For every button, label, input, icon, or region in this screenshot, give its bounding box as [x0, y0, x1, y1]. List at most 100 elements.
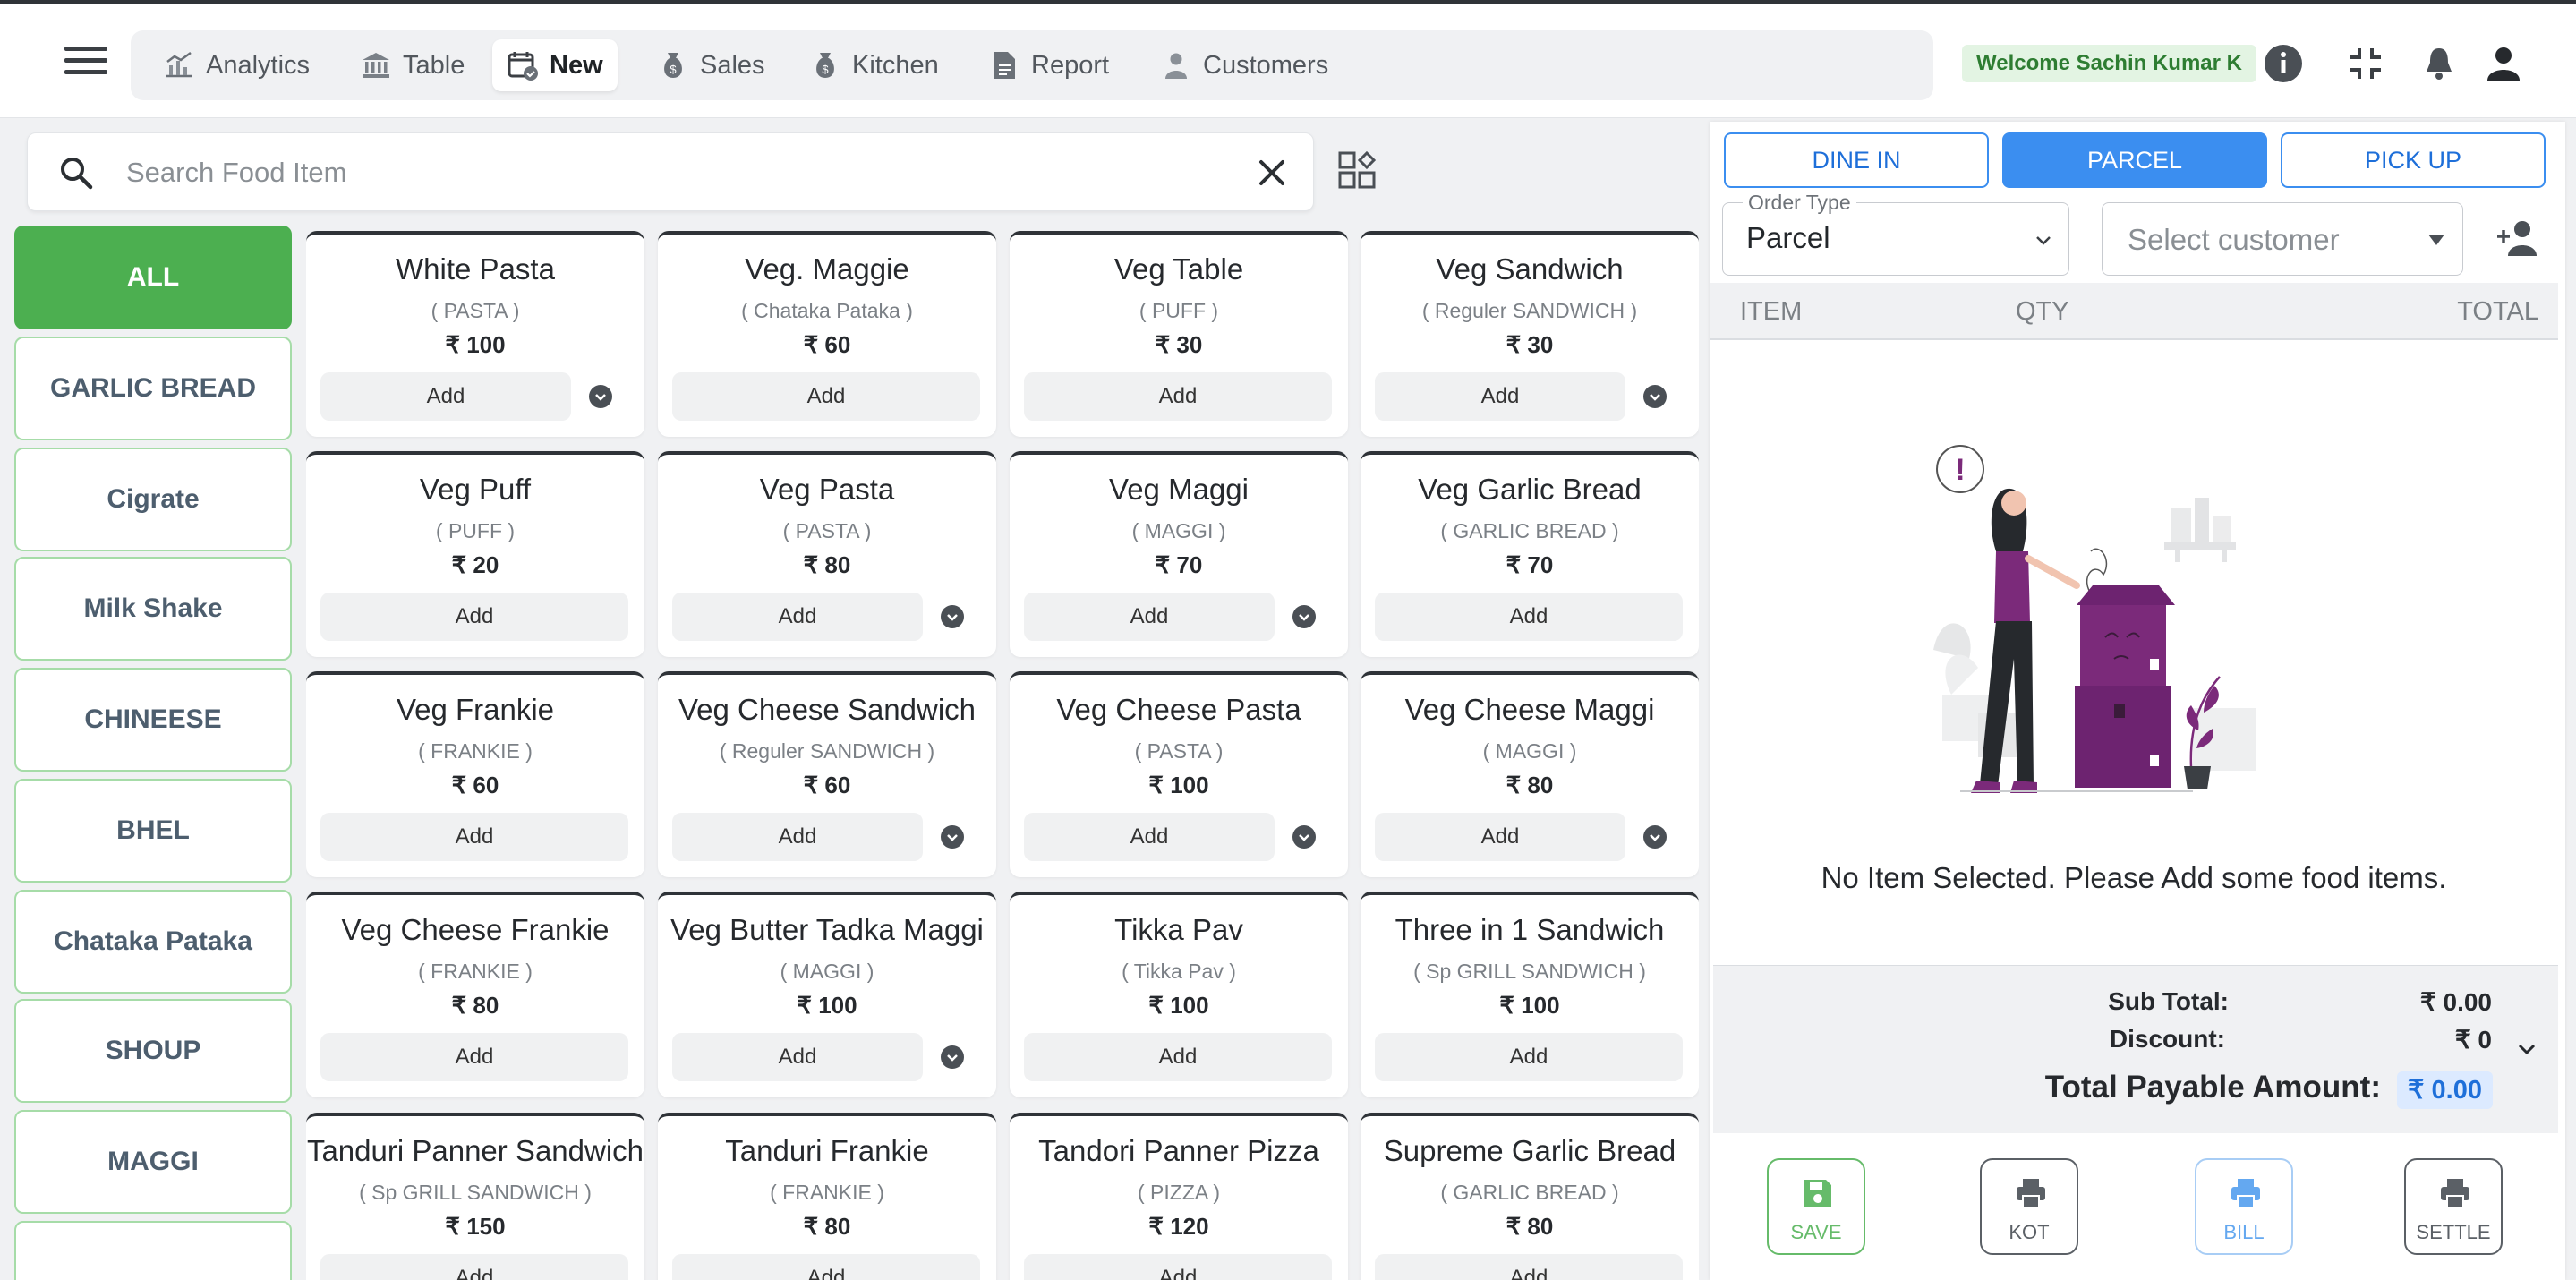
total-payable-value: ₹ 0.00	[2397, 1071, 2493, 1109]
bell-icon[interactable]	[2418, 43, 2460, 84]
add-item-button[interactable]: Add	[320, 813, 628, 861]
variant-dropdown-icon[interactable]	[589, 385, 612, 408]
category-item[interactable]: Chataka Pataka	[14, 890, 292, 994]
food-item-category: ( Tikka Pav )	[1122, 960, 1236, 983]
order-type-pick-up[interactable]: PICK UP	[2281, 132, 2546, 188]
nav-sales[interactable]: $ Sales	[643, 39, 780, 91]
column-item: ITEM	[1740, 297, 1803, 326]
add-item-button[interactable]: Add	[320, 1254, 628, 1280]
category-item[interactable]: BHEL	[14, 779, 292, 883]
order-type-parcel[interactable]: PARCEL	[2002, 132, 2267, 188]
add-item-button[interactable]: Add	[320, 1033, 628, 1081]
add-item-button[interactable]: Add	[1375, 593, 1683, 641]
category-item[interactable]: GARLIC BREAD	[14, 337, 292, 440]
order-type-select[interactable]: Order Type Parcel	[1722, 191, 2069, 276]
close-icon[interactable]	[1254, 155, 1290, 191]
settle-button[interactable]: SETTLE	[2404, 1158, 2503, 1255]
food-item-card: Veg Cheese Sandwich ( Reguler SANDWICH ) ₹…	[658, 671, 996, 877]
food-item-category: ( MAGGI )	[1482, 739, 1577, 763]
exit-fullscreen-icon[interactable]	[2345, 43, 2386, 84]
food-item-name: Tikka Pav	[1114, 913, 1243, 946]
account-icon[interactable]	[2483, 43, 2524, 84]
food-item-category: ( Sp GRILL SANDWICH )	[1413, 960, 1646, 983]
add-item-button[interactable]: Add	[672, 813, 923, 861]
calendar-check-icon	[508, 52, 538, 81]
hamburger-menu-icon[interactable]	[64, 47, 107, 79]
nav-label: Kitchen	[852, 50, 939, 80]
food-item-card: Tikka Pav ( Tikka Pav ) ₹ 100 Add	[1010, 892, 1348, 1097]
column-qty: QTY	[2016, 297, 2069, 326]
bill-button[interactable]: BILL	[2195, 1158, 2293, 1255]
category-item[interactable]: Milk Shake	[14, 557, 292, 661]
nav-label: Sales	[700, 50, 765, 80]
nav-analytics[interactable]: Analytics	[149, 39, 324, 91]
add-item-button[interactable]: Add	[1375, 372, 1625, 421]
category-item[interactable]: MAGGI	[14, 1110, 292, 1214]
search-input[interactable]	[126, 146, 1236, 200]
add-item-button[interactable]: Add	[672, 1254, 980, 1280]
nav-label: New	[550, 50, 603, 80]
variant-dropdown-icon[interactable]	[1292, 605, 1316, 628]
empty-cart-illustration: !	[1933, 445, 2256, 793]
add-item-button[interactable]: Add	[1024, 1254, 1332, 1280]
variant-dropdown-icon[interactable]	[1643, 385, 1667, 408]
customer-placeholder: Select customer	[2128, 223, 2340, 256]
add-user-icon[interactable]	[2495, 218, 2540, 258]
food-item-category: ( FRANKIE )	[418, 960, 533, 983]
food-item-category: ( Chataka Pataka )	[741, 299, 913, 322]
category-item[interactable]: CHINEESE	[14, 668, 292, 772]
nav-new[interactable]: New	[492, 39, 618, 91]
save-label: SAVE	[1790, 1221, 1842, 1243]
discount-value: ₹ 0	[2454, 1026, 2492, 1054]
food-item-price: ₹ 150	[445, 1213, 506, 1240]
food-item-price: ₹ 100	[1148, 992, 1209, 1019]
add-item-button[interactable]: Add	[672, 1033, 923, 1081]
subtotal-value: ₹ 0.00	[2419, 988, 2492, 1016]
nav-customers[interactable]: Customers	[1146, 39, 1343, 91]
category-all[interactable]: ALL	[14, 226, 292, 329]
add-item-button[interactable]: Add	[1375, 1033, 1683, 1081]
kot-button[interactable]: KOT	[1980, 1158, 2078, 1255]
category-item[interactable]	[14, 1221, 292, 1280]
food-item-name: Veg. Maggie	[745, 252, 909, 286]
nav-kitchen[interactable]: $ Kitchen	[795, 39, 953, 91]
add-item-button[interactable]: Add	[672, 593, 923, 641]
add-item-button[interactable]: Add	[320, 593, 628, 641]
variant-dropdown-icon[interactable]	[941, 1045, 964, 1069]
grid-view-icon[interactable]	[1337, 150, 1377, 190]
variant-dropdown-icon[interactable]	[1292, 825, 1316, 849]
category-item[interactable]: Cigrate	[14, 448, 292, 551]
food-item-price: ₹ 80	[803, 551, 851, 578]
food-item-name: Three in 1 Sandwich	[1395, 913, 1665, 946]
food-item-card: Supreme Garlic Bread ( GARLIC BREAD ) ₹ 80…	[1361, 1113, 1699, 1280]
food-item-category: ( PUFF )	[435, 519, 516, 542]
order-type-dine-in[interactable]: DINE IN	[1724, 132, 1989, 188]
food-item-name: Veg Garlic Bread	[1418, 473, 1642, 506]
variant-dropdown-icon[interactable]	[1643, 825, 1667, 849]
variant-dropdown-icon[interactable]	[941, 825, 964, 849]
add-item-button[interactable]: Add	[1024, 813, 1275, 861]
category-item[interactable]: SHOUP	[14, 999, 292, 1103]
food-item-price: ₹ 60	[451, 772, 499, 798]
add-item-button[interactable]: Add	[1024, 372, 1332, 421]
variant-dropdown-icon[interactable]	[941, 605, 964, 628]
food-item-card: Veg Maggi ( MAGGI ) ₹ 70 Add	[1010, 451, 1348, 657]
add-item-button[interactable]: Add	[672, 372, 980, 421]
add-item-button[interactable]: Add	[1375, 813, 1625, 861]
food-item-card: White Pasta ( PASTA ) ₹ 100 Add	[306, 231, 644, 437]
add-item-button[interactable]: Add	[1024, 1033, 1332, 1081]
add-item-button[interactable]: Add	[1024, 593, 1275, 641]
add-item-button[interactable]: Add	[320, 372, 571, 421]
add-item-button[interactable]: Add	[1375, 1254, 1683, 1280]
settle-label: SETTLE	[2416, 1221, 2491, 1243]
info-icon[interactable]	[2263, 43, 2304, 84]
food-item-category: ( Sp GRILL SANDWICH )	[359, 1181, 592, 1204]
nav-table[interactable]: Table	[345, 39, 479, 91]
customer-select[interactable]: Select customer	[2102, 202, 2463, 276]
save-button[interactable]: SAVE	[1767, 1158, 1865, 1255]
nav-report[interactable]: Report	[974, 39, 1123, 91]
printer-icon	[2017, 1179, 2045, 1208]
svg-text:$: $	[822, 63, 829, 76]
chevron-down-icon[interactable]	[2515, 1037, 2538, 1061]
food-item-name: Veg Sandwich	[1436, 252, 1624, 286]
